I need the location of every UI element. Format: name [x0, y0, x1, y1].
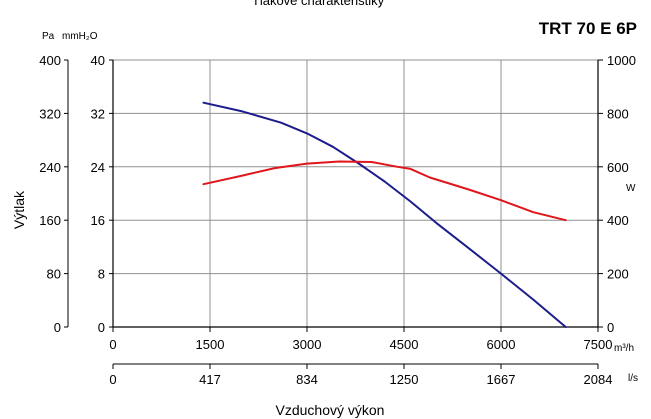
y-tick-label-mmh2o: 40 [91, 53, 105, 68]
y2-tick-label-w: 1000 [607, 53, 636, 68]
y-unit-pa-label: Pa [42, 31, 55, 42]
chart-subtitle-cropped: Tlakové charakteristiky [252, 0, 385, 8]
x-tick-label-m3h: 0 [109, 337, 116, 352]
x-tick-label-m3h: 6000 [487, 337, 516, 352]
y2-tick-label-w: 0 [607, 320, 614, 335]
y2-unit-label: W [626, 183, 636, 194]
axes [64, 59, 603, 369]
x-tick-label-m3h: 4500 [390, 337, 419, 352]
y-tick-label-pa: 160 [39, 213, 61, 228]
x-tick-label-ls: 1667 [487, 372, 516, 387]
x-tick-label-m3h: 7500 [584, 337, 613, 352]
y2-tick-label-w: 800 [607, 106, 629, 121]
x-tick-label-ls: 0 [109, 372, 116, 387]
y-tick-label-pa: 80 [47, 267, 61, 282]
x-tick-label-ls: 834 [296, 372, 318, 387]
y-tick-label-mmh2o: 24 [91, 160, 105, 175]
chart-title: TRT 70 E 6P [539, 19, 637, 38]
x-unit-primary-label: m³/h [614, 343, 634, 354]
y-unit-mmh2o-label: mmH₂O [62, 31, 98, 42]
series-lines [202, 101, 567, 328]
x-tick-label-ls: 1250 [390, 372, 419, 387]
y-tick-label-pa: 400 [39, 53, 61, 68]
x-tick-label-m3h: 3000 [293, 337, 322, 352]
y2-tick-label-w: 600 [607, 160, 629, 175]
y-tick-label-mmh2o: 16 [91, 213, 105, 228]
y-tick-label-pa: 320 [39, 106, 61, 121]
grid-lines [113, 60, 598, 327]
y-tick-label-pa: 240 [39, 160, 61, 175]
x-axis-label: Vzduchový výkon [276, 402, 385, 418]
y-tick-label-mmh2o: 0 [98, 320, 105, 335]
y2-tick-label-w: 200 [607, 267, 629, 282]
y-axis-label: Výtlak [11, 190, 27, 229]
y2-tick-label-w: 400 [607, 213, 629, 228]
pressure-curve-line [202, 101, 567, 328]
x-tick-label-ls: 2084 [584, 372, 613, 387]
x-unit-secondary-label: l/s [628, 373, 638, 384]
x-tick-label-m3h: 1500 [196, 337, 225, 352]
x-tick-label-ls: 417 [199, 372, 221, 387]
power-curve-line [202, 160, 567, 222]
y-tick-label-mmh2o: 8 [98, 267, 105, 282]
y-tick-label-pa: 0 [54, 320, 61, 335]
y-tick-label-mmh2o: 32 [91, 106, 105, 121]
